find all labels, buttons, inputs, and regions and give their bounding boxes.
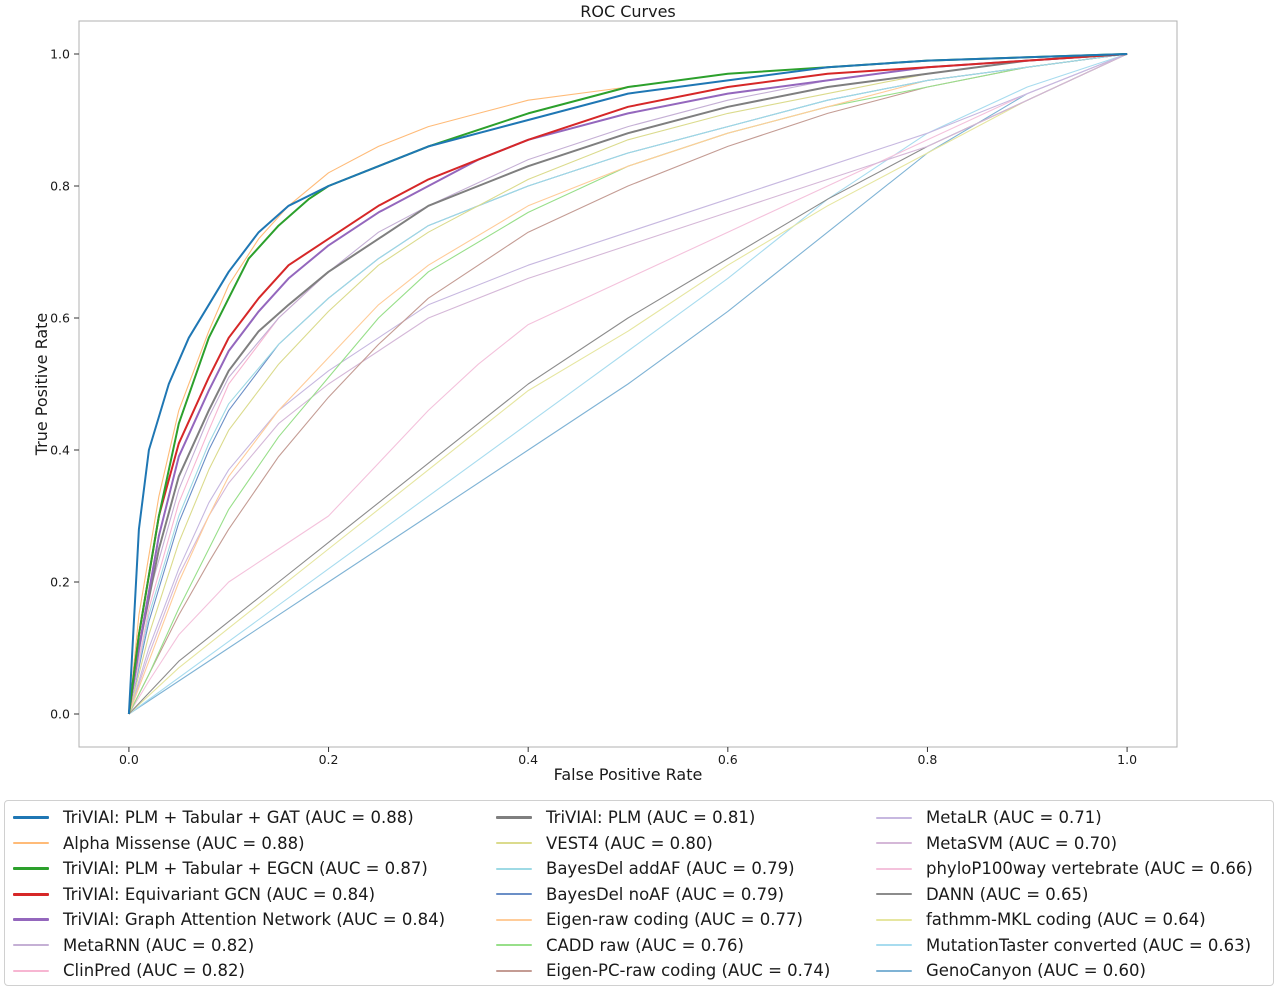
series-line-19 bbox=[128, 53, 1128, 715]
series-line-9 bbox=[128, 53, 1128, 715]
series-line-21 bbox=[128, 53, 1128, 715]
legend-swatch bbox=[496, 842, 532, 844]
legend-swatch bbox=[876, 918, 912, 921]
legend-entry: MetaSVM (AUC = 0.70) bbox=[876, 831, 1117, 856]
legend-label: MetaRNN (AUC = 0.82) bbox=[63, 935, 255, 955]
series-layer bbox=[127, 53, 1128, 715]
legend-swatch bbox=[876, 893, 912, 895]
legend-entry: MetaLR (AUC = 0.71) bbox=[876, 805, 1102, 830]
legend-swatch bbox=[13, 918, 49, 921]
legend-swatch bbox=[876, 969, 912, 972]
legend-label: Eigen-PC-raw coding (AUC = 0.74) bbox=[546, 961, 831, 980]
legend-entry: TriVIAl: PLM + Tabular + GAT (AUC = 0.88… bbox=[13, 805, 414, 830]
x-tick-label: 0.4 bbox=[518, 752, 538, 767]
x-tick-label: 0.8 bbox=[918, 752, 938, 767]
x-tick-label: 1.0 bbox=[1117, 752, 1137, 767]
legend-swatch bbox=[13, 867, 49, 870]
legend-swatch bbox=[13, 816, 49, 819]
legend-entry: TriVIAl: PLM + Tabular + EGCN (AUC = 0.8… bbox=[13, 856, 428, 881]
legend-label: VEST4 (AUC = 0.80) bbox=[546, 833, 713, 853]
legend-label: Eigen-raw coding (AUC = 0.77) bbox=[546, 910, 803, 929]
legend-swatch bbox=[876, 816, 912, 819]
series-line-5 bbox=[127, 53, 1128, 715]
legend-label: TriVIAl: PLM (AUC = 0.81) bbox=[546, 808, 756, 827]
roc-chart: ROC Curves 0.0 0.2 0.4 0.6 0.8 1.0 0.00.20.40… bbox=[32, 2, 1178, 784]
legend-entry: GenoCanyon (AUC = 0.60) bbox=[876, 958, 1146, 983]
series-line-20 bbox=[128, 53, 1128, 715]
legend: TriVIAl: PLM + Tabular + GAT (AUC = 0.88… bbox=[4, 800, 1274, 986]
y-tick-label: 0.2 bbox=[50, 575, 70, 590]
legend-entry: MutationTaster converted (AUC = 0.63) bbox=[876, 933, 1251, 958]
legend-label: CADD raw (AUC = 0.76) bbox=[546, 935, 744, 955]
legend-entry: Eigen-PC-raw coding (AUC = 0.74) bbox=[496, 958, 830, 983]
legend-swatch bbox=[876, 842, 912, 844]
legend-swatch bbox=[496, 918, 532, 921]
series-line-10 bbox=[128, 53, 1128, 715]
legend-swatch bbox=[13, 969, 49, 972]
legend-label: fathmm-MKL coding (AUC = 0.64) bbox=[926, 910, 1206, 929]
legend-swatch bbox=[876, 867, 912, 870]
series-line-18 bbox=[128, 53, 1128, 715]
legend-entry: phyloP100way vertebrate (AUC = 0.66) bbox=[876, 856, 1253, 881]
legend-swatch bbox=[13, 944, 49, 946]
legend-label: TriVIAl: PLM + Tabular + GAT (AUC = 0.88… bbox=[63, 808, 414, 827]
legend-entry: fathmm-MKL coding (AUC = 0.64) bbox=[876, 907, 1206, 932]
legend-label: MutationTaster converted (AUC = 0.63) bbox=[926, 935, 1252, 955]
legend-label: MetaLR (AUC = 0.71) bbox=[926, 808, 1102, 827]
x-tick-label: 0.6 bbox=[718, 752, 738, 767]
legend-label: TriVIAl: Equivariant GCN (AUC = 0.84) bbox=[63, 884, 376, 904]
y-tick-label: 0.8 bbox=[50, 179, 70, 194]
legend-entry: CADD raw (AUC = 0.76) bbox=[496, 933, 744, 958]
legend-label: GenoCanyon (AUC = 0.60) bbox=[926, 961, 1146, 980]
x-tick-label: 0.0 bbox=[119, 752, 139, 767]
y-tick-label: 0.0 bbox=[50, 707, 70, 722]
y-tick-label: 0.6 bbox=[50, 311, 70, 326]
legend-swatch bbox=[13, 892, 49, 896]
y-tick-label: 0.4 bbox=[50, 443, 70, 458]
legend-label: DANN (AUC = 0.65) bbox=[926, 884, 1089, 904]
legend-entry: TriVIAl: Graph Attention Network (AUC = … bbox=[13, 907, 445, 932]
series-line-12 bbox=[128, 53, 1128, 715]
legend-swatch bbox=[496, 969, 532, 972]
legend-swatch bbox=[496, 816, 532, 819]
series-line-1 bbox=[127, 53, 1128, 715]
legend-entry: Eigen-raw coding (AUC = 0.77) bbox=[496, 907, 803, 932]
series-line-8 bbox=[127, 53, 1128, 715]
series-line-16 bbox=[128, 53, 1128, 715]
series-line-13 bbox=[128, 53, 1128, 715]
legend-entry: ClinPred (AUC = 0.82) bbox=[13, 958, 245, 983]
legend-entry: TriVIAl: Equivariant GCN (AUC = 0.84) bbox=[13, 882, 375, 907]
x-axis-ticks: 0.0 0.2 0.4 0.6 0.8 1.0 bbox=[119, 747, 1137, 767]
legend-entry: TriVIAl: PLM (AUC = 0.81) bbox=[496, 805, 755, 830]
legend-label: TriVIAl: PLM + Tabular + EGCN (AUC = 0.8… bbox=[63, 859, 428, 878]
legend-entry: VEST4 (AUC = 0.80) bbox=[496, 831, 713, 856]
legend-label: MetaSVM (AUC = 0.70) bbox=[926, 833, 1118, 853]
legend-swatch bbox=[496, 944, 532, 946]
legend-label: BayesDel addAF (AUC = 0.79) bbox=[546, 859, 795, 878]
y-tick-label: 1.0 bbox=[50, 47, 70, 62]
legend-label: phyloP100way vertebrate (AUC = 0.66) bbox=[926, 859, 1253, 878]
series-line-14 bbox=[128, 53, 1128, 715]
legend-swatch bbox=[876, 944, 912, 946]
legend-label: TriVIAl: Graph Attention Network (AUC = … bbox=[63, 910, 446, 929]
legend-swatch bbox=[496, 893, 532, 895]
legend-entry: MetaRNN (AUC = 0.82) bbox=[13, 933, 254, 958]
legend-entry: Alpha Missense (AUC = 0.88) bbox=[13, 831, 305, 856]
legend-entry: BayesDel addAF (AUC = 0.79) bbox=[496, 856, 795, 881]
legend-label: Alpha Missense (AUC = 0.88) bbox=[63, 833, 305, 853]
legend-entry: BayesDel noAF (AUC = 0.79) bbox=[496, 882, 784, 907]
legend-label: BayesDel noAF (AUC = 0.79) bbox=[546, 884, 785, 904]
x-axis-label: False Positive Rate bbox=[554, 765, 703, 784]
legend-entry: DANN (AUC = 0.65) bbox=[876, 882, 1088, 907]
chart-title: ROC Curves bbox=[580, 2, 676, 21]
x-tick-label: 0.2 bbox=[319, 752, 339, 767]
y-axis-label: True Positive Rate bbox=[32, 313, 51, 457]
series-line-4 bbox=[127, 53, 1128, 715]
legend-swatch bbox=[496, 867, 532, 870]
legend-swatch bbox=[13, 842, 49, 844]
y-axis-ticks: 0.0 0.2 0.4 0.6 0.8 1.0 bbox=[50, 47, 79, 722]
legend-label: ClinPred (AUC = 0.82) bbox=[63, 961, 245, 980]
